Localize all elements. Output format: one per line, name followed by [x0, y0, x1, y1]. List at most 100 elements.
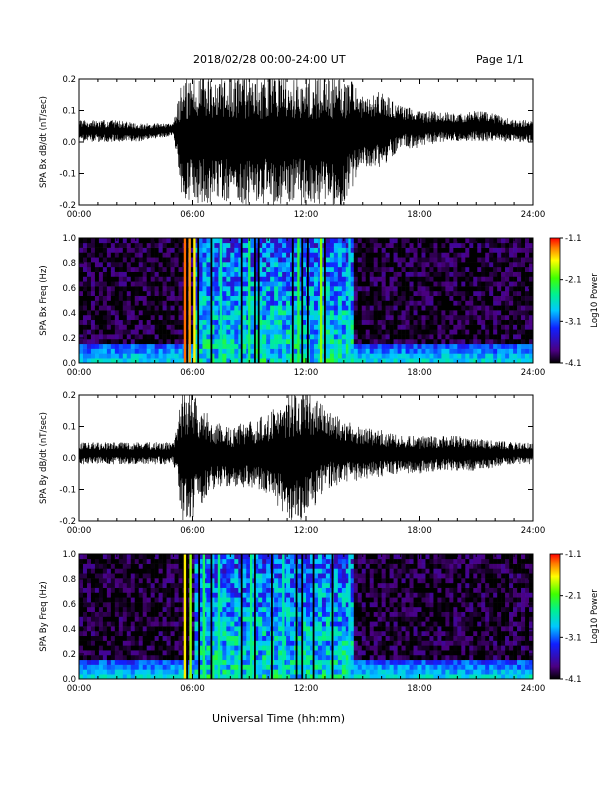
spectrogram-cell	[313, 664, 319, 670]
spectrogram-cell	[106, 324, 112, 330]
spectrogram-cell	[162, 611, 167, 617]
spectrogram-cell	[82, 358, 88, 364]
spectrogram-cell	[341, 353, 347, 359]
spectrogram-cell	[286, 650, 291, 656]
spectrogram-cell	[337, 602, 343, 608]
spectrogram-cell	[178, 271, 183, 277]
spectrogram-cell	[258, 616, 263, 622]
spectrogram-cell	[126, 578, 132, 584]
spectrogram-cell	[266, 664, 271, 670]
spectrogram-cell	[302, 295, 307, 301]
spectrogram-cell	[126, 242, 132, 248]
spectrogram-cell	[102, 626, 108, 632]
spectrogram-cell	[126, 669, 132, 675]
spectrogram-cell	[198, 334, 203, 340]
spectrogram-cell	[86, 664, 92, 670]
spectrogram-cell	[170, 635, 175, 641]
spectrogram-cell	[389, 290, 394, 296]
spectrogram-cell	[505, 319, 510, 325]
spectrogram-cell	[278, 262, 283, 268]
panel-3-ylabel: SPA By dB/dt (nT/sec)	[39, 412, 49, 504]
spectrogram-cell	[449, 247, 454, 253]
spectrogram-cell	[461, 334, 466, 340]
spectrogram-cell	[413, 334, 418, 340]
spectrogram-cell	[218, 664, 223, 670]
panel-1-ylabel: SPA Bx dB/dt (nT/sec)	[39, 96, 49, 188]
spectrogram-cell	[218, 630, 223, 637]
spectrogram-cell	[309, 314, 315, 321]
spectrogram-cell	[226, 319, 231, 325]
spectrogram-cell	[361, 305, 367, 311]
spectrogram-cell	[166, 247, 171, 253]
spectrogram-cell	[473, 358, 478, 364]
spectrogram-cell	[122, 290, 128, 296]
spectrogram-cell	[373, 334, 378, 340]
spectrogram-cell	[102, 247, 108, 253]
spectrogram-cell	[345, 582, 351, 588]
spectrogram-cell	[122, 247, 128, 253]
spectrogram-cell	[425, 334, 430, 340]
spectrogram-cell	[130, 276, 136, 282]
spectrogram-cell	[154, 353, 159, 359]
spectrogram-cell	[170, 573, 175, 579]
spectrogram-cell	[298, 310, 303, 316]
spectrogram-cell	[369, 319, 374, 325]
spectrogram-cell	[106, 310, 112, 316]
spectrogram-cell	[357, 300, 363, 306]
spectrogram-cell	[298, 353, 303, 359]
spectrogram-cell	[302, 568, 307, 574]
spectrogram-cell	[210, 334, 215, 340]
spectrogram-cell	[513, 271, 518, 277]
spectrogram-cell	[126, 602, 132, 608]
spectrogram-cell	[489, 238, 494, 244]
spectrogram-cell	[162, 669, 167, 675]
spectrogram-cell	[441, 257, 446, 263]
spectrogram-cell	[417, 290, 422, 296]
spectrogram-cell	[333, 592, 339, 598]
spectrogram-cell	[90, 582, 96, 588]
spectrogram-cell	[146, 338, 151, 345]
spectrogram-cell	[497, 358, 502, 364]
spectrogram-cell	[485, 348, 490, 354]
spectrogram-cell	[525, 252, 530, 258]
spectrogram-cell	[341, 640, 347, 646]
spectrogram-cell	[337, 659, 343, 665]
spectrogram-cell	[94, 554, 100, 560]
spectrogram-cell	[214, 286, 219, 292]
spectrogram-cell	[298, 329, 303, 335]
spectrogram-cell	[497, 281, 502, 287]
spectrogram-cell	[206, 587, 211, 593]
spectrogram-cell	[381, 242, 386, 248]
spectrogram-cell	[82, 587, 88, 593]
spectrogram-cell	[357, 329, 363, 335]
spectrogram-cell	[238, 242, 243, 248]
spectrogram-cell	[298, 578, 303, 584]
spectrogram-cell	[114, 582, 120, 588]
spectrogram-cell	[325, 674, 331, 680]
spectrogram-cell	[433, 314, 438, 321]
spectrogram-cell	[501, 343, 506, 349]
spectrogram-cell	[178, 626, 183, 632]
spectrogram-cell	[302, 290, 307, 296]
spectrogram-cell	[130, 343, 136, 349]
spectrogram-cell	[521, 281, 526, 287]
spectrogram-cell	[309, 587, 315, 593]
spectrogram-cell	[445, 338, 450, 345]
spectrogram-cell	[290, 606, 295, 612]
spectrogram-cell	[337, 266, 343, 272]
spectrogram-cell	[190, 353, 195, 359]
spectrogram-cell	[178, 262, 183, 268]
spectrogram-cell	[230, 247, 235, 253]
spectrogram-cell	[138, 674, 144, 680]
spectrogram-cell	[441, 266, 446, 272]
spectrogram-cell	[154, 334, 159, 340]
spectrogram-cell	[158, 635, 163, 641]
spectrogram-cell	[465, 271, 470, 277]
spectrogram-cell	[154, 314, 159, 321]
spectrogram-cell	[130, 621, 136, 627]
spectrogram-cell	[142, 659, 147, 665]
spectrogram-cell	[118, 597, 124, 603]
spectrogram-cell	[230, 353, 235, 359]
spectrogram-cell	[345, 314, 351, 321]
spectrogram-cell	[110, 290, 116, 296]
